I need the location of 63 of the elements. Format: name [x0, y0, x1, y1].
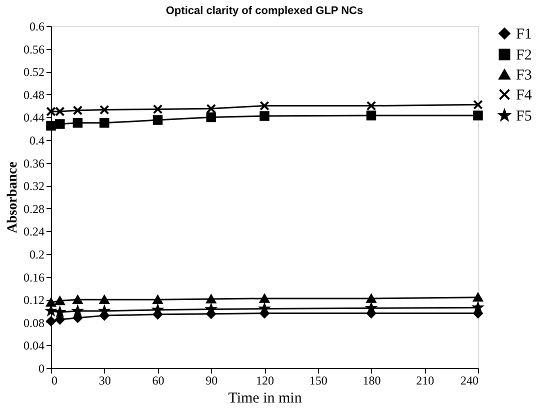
x-axis-title: Time in min: [228, 390, 302, 406]
point: [206, 112, 216, 122]
point: [366, 100, 376, 111]
point: [152, 104, 163, 114]
chart-title: Optical clarity of complexed GLP NCs: [166, 5, 364, 17]
y-tick-label: 0.6: [30, 20, 44, 34]
x-tick-label: 150: [309, 374, 328, 388]
point: [206, 104, 216, 114]
point: [366, 110, 376, 120]
point: [100, 118, 110, 128]
legend-label: F5: [516, 108, 532, 124]
point: [260, 294, 270, 303]
x-tick-label: 210: [416, 374, 434, 388]
y-tick-label: 0.24: [24, 224, 44, 239]
point: [55, 314, 65, 324]
x-tick-label: 0: [52, 374, 58, 388]
point: [473, 110, 483, 120]
y-axis-title: Absorbance: [6, 162, 20, 234]
point: [152, 115, 163, 125]
point: [55, 296, 65, 306]
point: [260, 111, 270, 121]
point: [473, 100, 483, 110]
y-tick-label: 0.48: [24, 88, 44, 102]
y-tick-label: 0.16: [24, 270, 44, 284]
y-tick-label: 0.56: [24, 42, 44, 56]
point: [100, 104, 110, 115]
point: [100, 295, 110, 304]
point: [260, 100, 270, 111]
point: [72, 118, 83, 128]
y-tick-label: 0.04: [24, 338, 44, 353]
point: [72, 105, 83, 116]
y-tick-label: 0.28: [24, 202, 44, 216]
point: [46, 120, 56, 131]
x-tick-label: 120: [256, 374, 274, 388]
y-tick-label: 0.52: [24, 65, 44, 80]
point: [366, 294, 376, 303]
point: [206, 294, 216, 304]
point: [55, 119, 65, 129]
legend-label: F1: [516, 26, 532, 42]
point: [72, 295, 83, 304]
point: [72, 312, 83, 323]
y-tick-label: 0.4: [30, 134, 44, 148]
point: [46, 316, 56, 326]
x-tick-label: 180: [362, 374, 381, 388]
point: [473, 302, 483, 312]
y-tick-label: 0.12: [24, 293, 44, 308]
y-tick-label: 0.32: [24, 179, 44, 194]
y-tick-label: 0.44: [24, 110, 44, 125]
y-tick-label: 0.36: [24, 156, 44, 170]
x-tick-label: 30: [98, 374, 111, 388]
legend-label: F2: [516, 48, 532, 64]
y-tick-label: 0: [38, 362, 44, 376]
point: [152, 295, 163, 304]
legend-label: F3: [516, 68, 532, 84]
point: [46, 306, 56, 316]
legend-label: F4: [516, 88, 532, 104]
point: [260, 304, 270, 313]
x-tick-label: 90: [206, 374, 218, 388]
y-tick-label: 0.08: [24, 316, 44, 330]
x-tick-label: 240: [460, 374, 478, 388]
x-tick-label: 60: [152, 374, 164, 388]
y-tick-label: 0.2: [30, 248, 44, 262]
point: [473, 292, 483, 302]
